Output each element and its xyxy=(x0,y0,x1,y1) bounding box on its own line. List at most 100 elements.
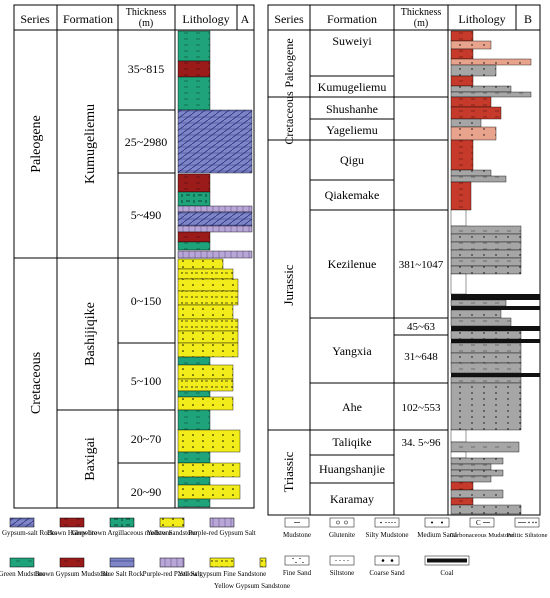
series-cretaceous-a: Cretaceous xyxy=(29,352,44,414)
lithology-bed xyxy=(450,126,497,141)
lithology-bed xyxy=(177,476,211,486)
header-thickness-unit: (m) xyxy=(414,18,428,29)
lithology-bed xyxy=(450,91,532,98)
lithology-bed xyxy=(177,498,211,508)
formation-baxigai-a: Baxigai xyxy=(83,437,98,481)
formation-kezilenue-b: Kezilenue xyxy=(328,257,377,271)
formation-karamay-b: Karamay xyxy=(330,492,374,506)
lithology-bed xyxy=(177,330,239,344)
legend-swatch xyxy=(109,557,135,568)
formation-taliqike-b: Taliqike xyxy=(332,435,371,449)
legend-label: Blue Salt Rock xyxy=(101,570,144,578)
lithology-bed xyxy=(450,40,492,50)
lithology-bed xyxy=(450,85,512,93)
lithology-bed xyxy=(177,429,241,453)
lithology-bed xyxy=(177,451,211,464)
lithology-bed xyxy=(450,139,474,171)
thickness-ahe: 102~553 xyxy=(402,402,441,414)
legend-swatch xyxy=(209,517,235,528)
lithology-bed xyxy=(450,342,522,354)
lithology-bed xyxy=(177,342,239,358)
lithology-bed xyxy=(450,376,522,384)
legend-swatch xyxy=(59,557,85,568)
lithology-bed xyxy=(177,30,211,62)
header-thickness: Thickness xyxy=(401,7,442,18)
lithology-bed xyxy=(450,469,504,477)
legend-swatch xyxy=(9,557,35,568)
panel-a: Series Formation Thickness (m) Lithology… xyxy=(13,4,255,509)
legend-label: Coarse Sand xyxy=(369,569,405,577)
series-triassic-b: Triassic xyxy=(281,451,296,492)
carbon-mark: C xyxy=(476,519,481,527)
legend-swatch xyxy=(259,557,267,568)
legend-swatch xyxy=(424,517,450,528)
header-lithology: Lithology xyxy=(458,12,505,26)
lithology-bed xyxy=(177,250,253,259)
lithology-bed xyxy=(450,309,502,319)
legend-swatch xyxy=(9,517,35,528)
thickness-interval: 20~70 xyxy=(131,432,162,446)
lithology-bed xyxy=(450,64,497,77)
lithology-bed xyxy=(450,48,474,60)
header-formation: Formation xyxy=(63,12,113,26)
legend-left: Blue Gypsum-salt Rocks Brown Halopelite … xyxy=(0,517,290,590)
thickness-interval: 25~2980 xyxy=(125,135,168,149)
legend-label: Blue Gypsum-salt Rocks xyxy=(0,529,57,537)
lithology-bed xyxy=(450,441,520,453)
series-paleogene-a: Paleogene xyxy=(29,115,44,173)
lithology-bed xyxy=(177,211,253,227)
header-thickness: Thickness xyxy=(126,7,167,18)
lithology-bed xyxy=(177,396,234,411)
lithology-bed xyxy=(177,364,234,380)
legend-label: Pelitic Siltstone xyxy=(507,532,548,539)
legend-swatch xyxy=(284,555,310,566)
lithology-bed xyxy=(450,249,522,259)
lithology-bed xyxy=(177,304,234,320)
lithology-bed xyxy=(177,241,211,251)
legend-swatch xyxy=(329,517,355,528)
series-cretaceous-b: Cretaceous xyxy=(282,91,296,145)
lithology-bed xyxy=(450,225,522,235)
header-series: Series xyxy=(274,12,304,26)
legend-swatch xyxy=(329,555,355,566)
lithology-bed xyxy=(177,356,211,366)
legend-swatch xyxy=(109,517,135,528)
lithology-bed xyxy=(177,290,239,306)
legend-label: Coal xyxy=(440,569,453,577)
lithology-bed xyxy=(177,225,253,233)
legend-swatch xyxy=(514,517,540,528)
legend-label: Purple-red Paste Salt xyxy=(143,570,202,578)
legend-swatch xyxy=(209,557,235,568)
lithology-bed-coal xyxy=(451,339,540,343)
lithology-bed xyxy=(177,409,211,431)
legend-label: Yellow Sandstone xyxy=(147,529,197,537)
legend-swatch xyxy=(59,517,85,528)
legend-label: Brown Gypsum Mudstone xyxy=(35,570,109,578)
legend-label: Medium Sand xyxy=(417,531,457,539)
lithology-bed-coal xyxy=(451,326,540,331)
panel-label-b: B xyxy=(524,12,532,26)
legend-label: Green Mudstone xyxy=(0,570,45,578)
lithology-bed xyxy=(450,106,502,120)
lithology-bed xyxy=(450,75,474,87)
legend-label: Yellow gypsum Fine Sandstone xyxy=(178,570,267,578)
formation-ahe-b: Ahe xyxy=(342,400,362,414)
thickness-kezilenue: 381~1047 xyxy=(399,259,444,271)
lithology-bed xyxy=(450,497,474,506)
legend-label: Mudstone xyxy=(283,531,311,539)
lithology-bed xyxy=(450,457,504,465)
header-formation: Formation xyxy=(327,12,377,26)
lithology-bed xyxy=(177,109,253,174)
lithology-bed xyxy=(177,378,234,392)
lithology-bed xyxy=(450,382,522,431)
formation-qigu-b: Qigu xyxy=(340,153,364,167)
legend-label: Grey-brown Argillaceous mudstone xyxy=(72,529,172,537)
lithology-bed xyxy=(450,299,507,307)
lithology-bed xyxy=(450,330,522,340)
legend-label: Yellow Gypsum Sandstone xyxy=(214,582,290,590)
legend-label: Purple-red Gypsum Salt xyxy=(188,529,256,537)
lithology-bed xyxy=(177,191,211,207)
series-paleogene-b: Paleogene xyxy=(282,38,296,87)
lithology-bed xyxy=(450,481,474,491)
